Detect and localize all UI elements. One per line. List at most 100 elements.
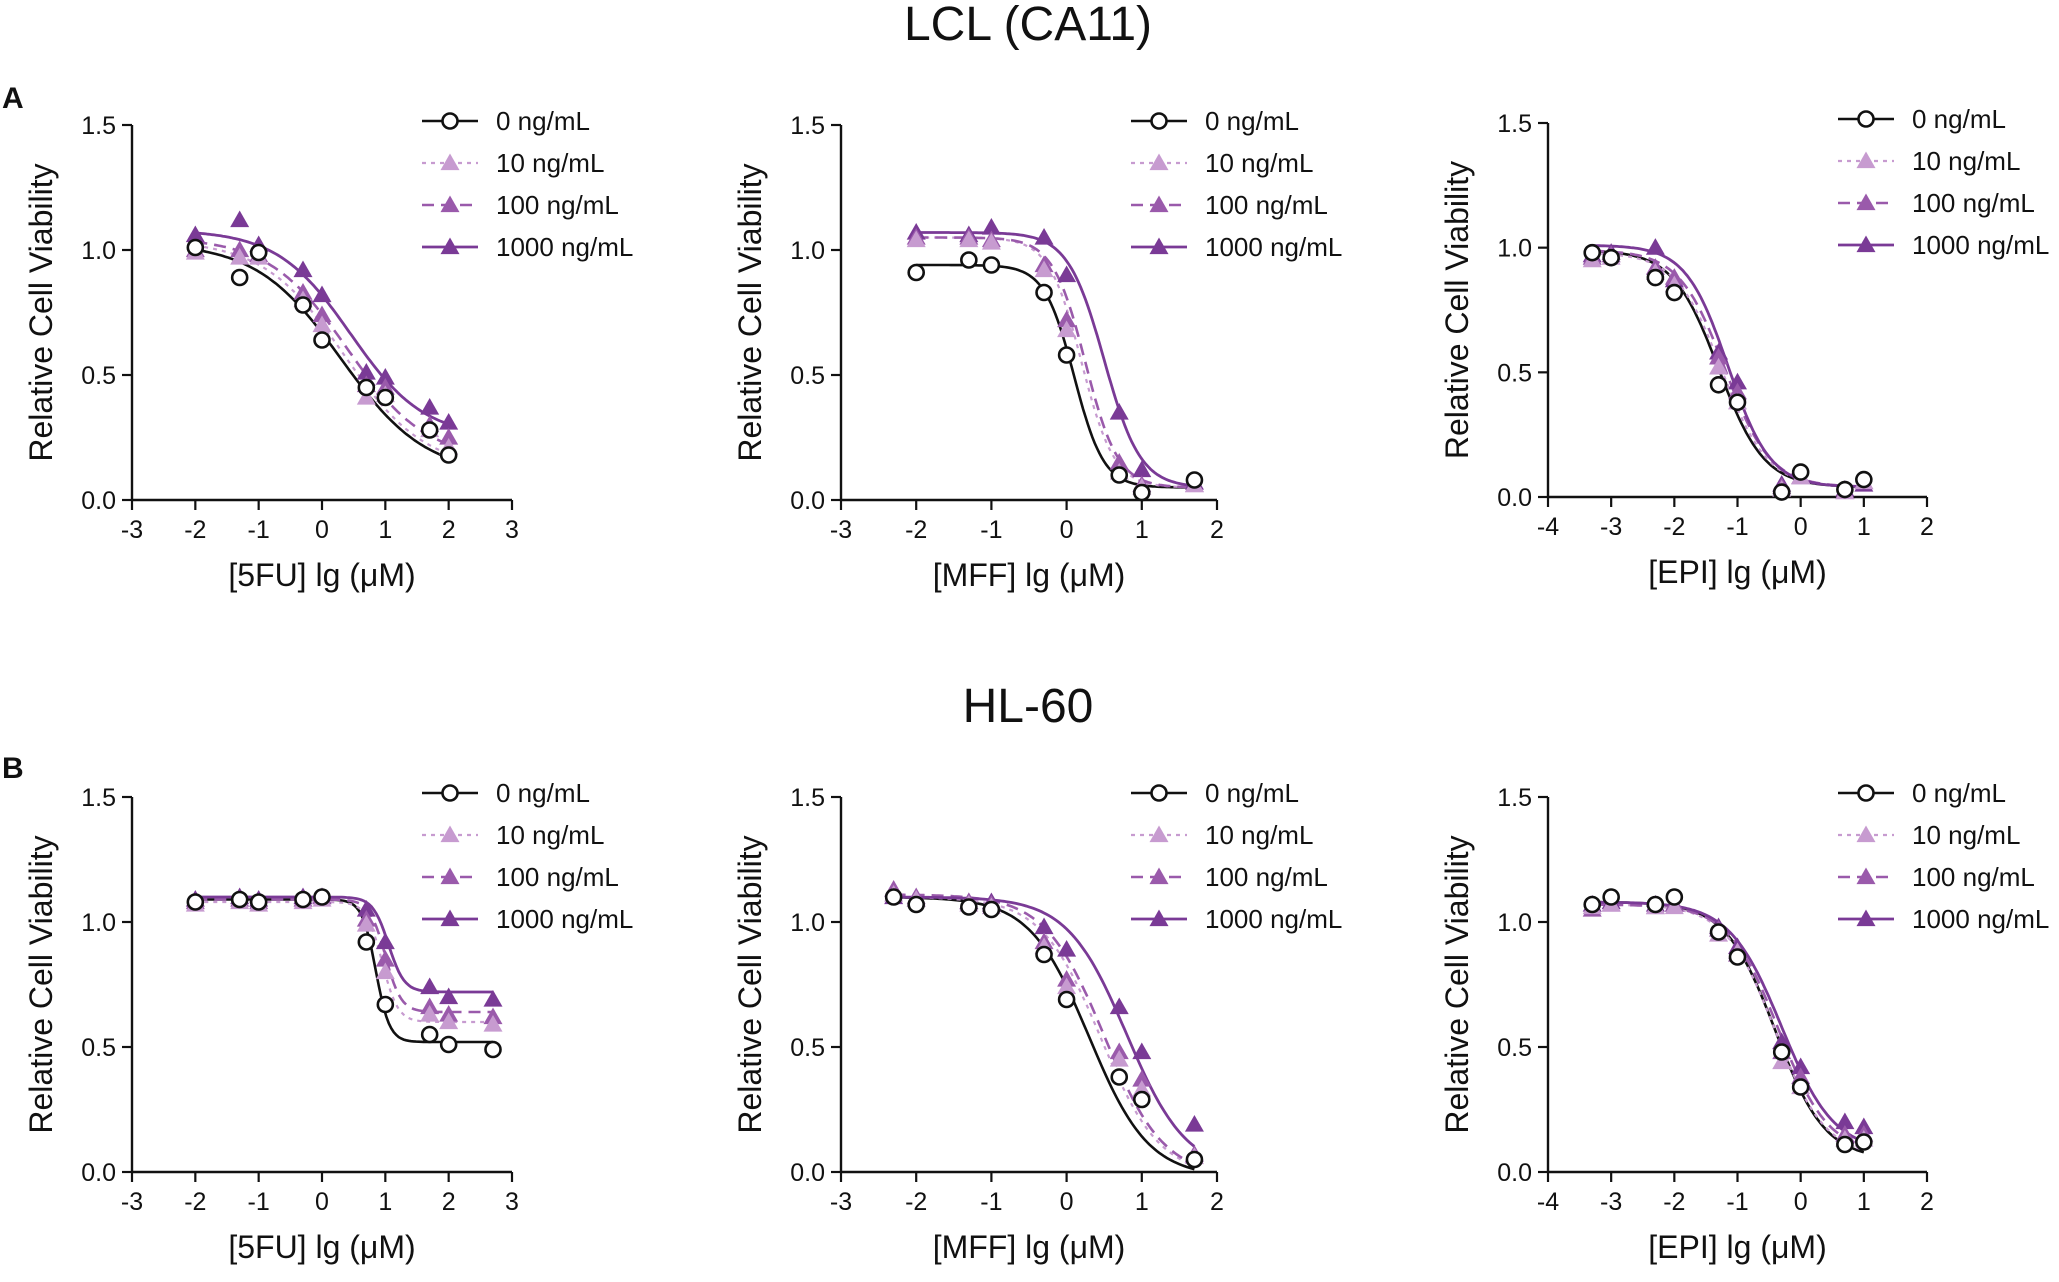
data-point [960, 251, 978, 269]
fit-curve-1000 [195, 895, 493, 994]
x-tick-label: -3 [830, 1188, 852, 1216]
fit-curve-1000 [916, 231, 1195, 488]
legend-label: 1000 ng/mL [1912, 904, 2049, 934]
y-tick-label: 1.0 [1497, 235, 1532, 263]
y-tick-label: 0.5 [81, 362, 116, 390]
y-axis-label: Relative Cell Viability [732, 835, 768, 1133]
y-tick-label: 1.0 [81, 909, 116, 937]
data-point [1602, 888, 1620, 906]
data-point [230, 248, 250, 265]
x-tick-label: 1 [1857, 1188, 1871, 1216]
data-point [1133, 1090, 1151, 1109]
data-point [230, 268, 249, 287]
data-point [1109, 453, 1129, 470]
legend-label: 1000 ng/mL [1912, 230, 2049, 260]
legend-marker [1149, 237, 1169, 255]
data-point [1185, 471, 1204, 489]
x-tick-label: -1 [248, 1188, 270, 1216]
x-tick-label: -2 [1663, 513, 1685, 541]
legend-marker [441, 112, 459, 130]
legend-marker [1149, 825, 1169, 843]
legend-marker [440, 909, 460, 927]
chart-B-EPI: 0.0 0.5 1.0 1.5 -4 -3 -2 -1 0 1 2 [EPI] lg (μM) Rela… [1439, 778, 2049, 1265]
data-point [982, 900, 1001, 919]
data-point [439, 413, 459, 430]
data-point [294, 890, 312, 909]
data-point [1133, 483, 1151, 502]
data-point [1772, 1043, 1791, 1061]
x-tick-label: -3 [121, 1188, 143, 1216]
data-point [356, 363, 376, 380]
data-point [1035, 283, 1053, 302]
data-point [1836, 1135, 1854, 1154]
legend-label: 0 ng/mL [1205, 778, 1299, 808]
data-point [313, 331, 331, 349]
x-tick-label: -1 [1726, 1188, 1748, 1216]
x-tick-label: -2 [184, 1188, 206, 1216]
data-point [1665, 283, 1684, 302]
legend-marker [440, 195, 460, 213]
data-point [1728, 372, 1747, 390]
y-tick-label: 1.5 [81, 784, 116, 812]
chart-B-MFF: 0.0 0.5 1.0 1.5 -3 -2 -1 0 1 2 [MFF] lg (μM) Relati… [732, 778, 1342, 1265]
data-point [1772, 1052, 1792, 1070]
fit-curve-0 [916, 263, 1195, 489]
y-axis-label: Relative Cell Viability [23, 835, 59, 1133]
legend-marker [1856, 867, 1876, 885]
data-point [1709, 347, 1729, 365]
data-point [439, 1035, 458, 1054]
x-tick-label: 2 [442, 1188, 456, 1216]
legend-label: 1000 ng/mL [1205, 232, 1342, 262]
x-tick-label: 1 [1135, 516, 1149, 544]
x-tick-label: -1 [1726, 513, 1748, 541]
legend-label: 100 ng/mL [1912, 862, 2035, 892]
x-tick-label: 0 [315, 516, 329, 544]
data-point [439, 446, 458, 464]
data-point [1855, 1133, 1873, 1151]
data-point [483, 990, 503, 1007]
data-point [884, 888, 903, 906]
data-point [1791, 463, 1810, 481]
data-point [312, 305, 332, 323]
data-point [1110, 1068, 1129, 1086]
x-tick-label: 0 [1060, 1188, 1074, 1216]
data-point [420, 398, 440, 415]
data-point [1709, 375, 1728, 394]
x-axis-label: [MFF] lg (μM) [933, 557, 1126, 593]
data-point [1835, 1112, 1855, 1130]
x-tick-label: 3 [505, 516, 519, 544]
fit-curve-10 [916, 236, 1195, 489]
data-point [959, 230, 979, 248]
data-point [312, 285, 332, 303]
legend-label: 0 ng/mL [496, 778, 590, 808]
x-tick-label: -2 [905, 516, 927, 544]
panel-label-a: A [2, 82, 24, 115]
legend: 0 ng/mL 10 ng/mL 100 ng/mL 1000 ng/mL [422, 778, 633, 934]
x-axis-label: [5FU] lg (μM) [228, 1229, 415, 1265]
data-point [356, 915, 376, 932]
y-tick-label: 1.0 [790, 909, 825, 937]
legend-label: 100 ng/mL [1205, 190, 1328, 220]
legend-label: 100 ng/mL [1912, 188, 2035, 218]
x-tick-label: 1 [378, 1188, 392, 1216]
x-axis-label: [MFF] lg (μM) [933, 1229, 1126, 1265]
x-tick-label: 1 [1857, 513, 1871, 541]
row-a-title: LCL (CA11) [904, 0, 1152, 51]
x-tick-label: 0 [1060, 516, 1074, 544]
data-point [439, 987, 459, 1005]
y-tick-label: 1.0 [81, 237, 116, 265]
legend-marker [1856, 235, 1876, 253]
data-point [249, 893, 268, 911]
y-tick-label: 0.0 [81, 487, 116, 515]
x-tick-label: 2 [1210, 1188, 1224, 1216]
legend-marker [1150, 112, 1168, 130]
y-tick-label: 0.5 [790, 1034, 825, 1062]
data-point [1645, 238, 1665, 255]
data-point [1057, 977, 1077, 995]
data-point [1110, 466, 1129, 484]
data-point [1185, 1150, 1204, 1169]
data-point [1709, 923, 1728, 941]
data-point [356, 388, 376, 405]
fit-curve-1000 [1592, 244, 1864, 488]
x-tick-label: 2 [1210, 516, 1224, 544]
